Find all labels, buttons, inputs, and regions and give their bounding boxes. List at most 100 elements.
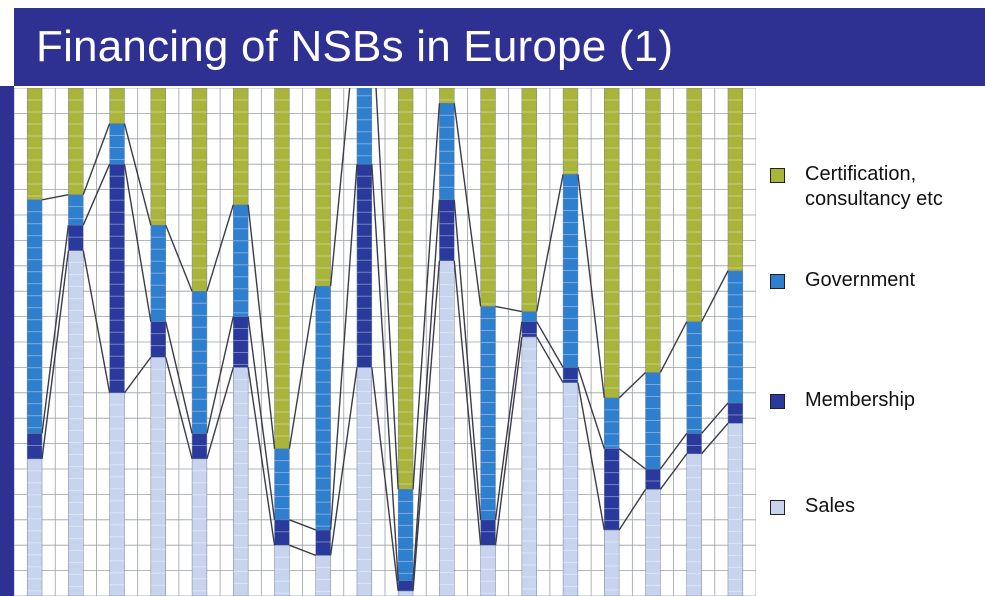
connector-line (289, 519, 316, 531)
connector-line (453, 260, 482, 546)
connector-line (289, 544, 316, 557)
legend-item-certification: Certification, consultancy etc (770, 162, 980, 212)
connector-line (206, 204, 234, 292)
page-title: Financing of NSBs in Europe (1) (36, 22, 674, 71)
connector-line (536, 321, 564, 368)
connector-line (247, 367, 276, 546)
connector-line (82, 250, 111, 393)
connector-line (495, 305, 522, 313)
bar-segment-membership (521, 321, 537, 338)
bar-segment-sales (68, 250, 84, 596)
bar-segment-government (727, 270, 744, 404)
bar-segment-government (233, 204, 249, 317)
connector-line (412, 103, 441, 490)
connector-line (206, 367, 234, 460)
bar-segment-sales (233, 367, 249, 596)
legend-label-certification: Certification, consultancy etc (805, 163, 943, 210)
stacked-bar-chart (14, 88, 756, 596)
connector-line (123, 356, 152, 394)
legend-item-sales: Sales (770, 494, 980, 519)
bar-segment-membership (480, 519, 496, 546)
bar-segment-government (191, 290, 208, 434)
connector-line (329, 164, 358, 531)
bar-segment-membership (686, 433, 702, 455)
bar-segment-membership (397, 580, 414, 592)
bar-segment-sales (26, 458, 43, 596)
bar-segment-certification (191, 88, 208, 292)
bar-segment-sales (562, 382, 579, 596)
connector-line (206, 316, 234, 434)
bar-segment-government (109, 123, 125, 165)
connector-line (165, 224, 193, 292)
connector-line (618, 448, 646, 470)
bar-segment-certification (604, 88, 620, 399)
connector-line (165, 321, 193, 434)
bar-segment-membership (150, 321, 166, 358)
connector-line (618, 371, 647, 399)
connector-line (371, 367, 399, 592)
connector-line (288, 286, 317, 449)
bar-segment-membership (191, 433, 208, 460)
connector-line (165, 357, 193, 460)
left-accent-strip (0, 86, 14, 596)
bar-segment-government (26, 199, 43, 434)
connector-line (536, 336, 564, 383)
bar-segment-membership (109, 163, 125, 394)
connector-line (494, 336, 523, 546)
legend-swatch-sales (770, 500, 785, 515)
bar-segment-sales (109, 392, 125, 596)
bar-segment-membership (315, 529, 331, 556)
bar-segment-membership (439, 199, 455, 261)
connector-line (577, 382, 605, 531)
bar-segment-sales (686, 453, 702, 596)
title-bar: Financing of NSBs in Europe (1) (14, 8, 985, 86)
connector-line (453, 103, 482, 307)
connector-line (82, 123, 111, 195)
connector-line (577, 367, 605, 449)
connector-line (659, 433, 688, 470)
bar-segment-government (315, 285, 331, 531)
bar-segment-sales (356, 367, 373, 596)
bar-segment-government (562, 174, 579, 368)
bar-segment-certification (233, 88, 249, 206)
connector-line (329, 367, 358, 556)
bar-segment-government (68, 194, 84, 226)
bar-segment-certification (397, 88, 414, 490)
bar-segment-sales (191, 458, 208, 596)
bar-segment-certification (68, 88, 84, 195)
bar-segment-sales (521, 336, 537, 596)
legend: Certification, consultancy etc Governmen… (770, 0, 985, 596)
connector-line (453, 199, 482, 520)
connector-line (41, 225, 70, 434)
connector-line (371, 164, 399, 581)
connector-line (536, 174, 564, 312)
bar-segment-certification (439, 88, 455, 104)
legend-swatch-government (770, 274, 785, 289)
bar-segment-certification (521, 88, 537, 312)
bar-segment-membership (356, 163, 373, 368)
bar-segment-membership (645, 468, 661, 490)
legend-swatch-membership (770, 394, 785, 409)
legend-label-government: Government (805, 269, 916, 291)
bar-segment-sales (727, 423, 744, 596)
legend-label-membership: Membership (805, 389, 916, 411)
bar-segment-certification (480, 88, 496, 307)
bars-layer (26, 88, 744, 596)
connector-line (700, 270, 729, 323)
bar-segment-certification (645, 88, 661, 373)
connector-line (247, 316, 276, 520)
bar-segment-government (604, 397, 620, 449)
connector-line (247, 204, 276, 449)
bar-segment-membership (562, 367, 579, 383)
bar-segment-government (274, 448, 290, 521)
connector-line (701, 422, 729, 455)
connector-line (412, 199, 441, 581)
connector-line (375, 88, 399, 490)
legend-label-sales: Sales (805, 495, 856, 517)
connector-line (701, 402, 729, 434)
bar-segment-government (480, 306, 496, 521)
bar-segment-government (397, 489, 414, 582)
bar-segment-sales (645, 489, 661, 596)
bar-segment-membership (26, 433, 43, 460)
bar-segment-certification (150, 88, 166, 226)
